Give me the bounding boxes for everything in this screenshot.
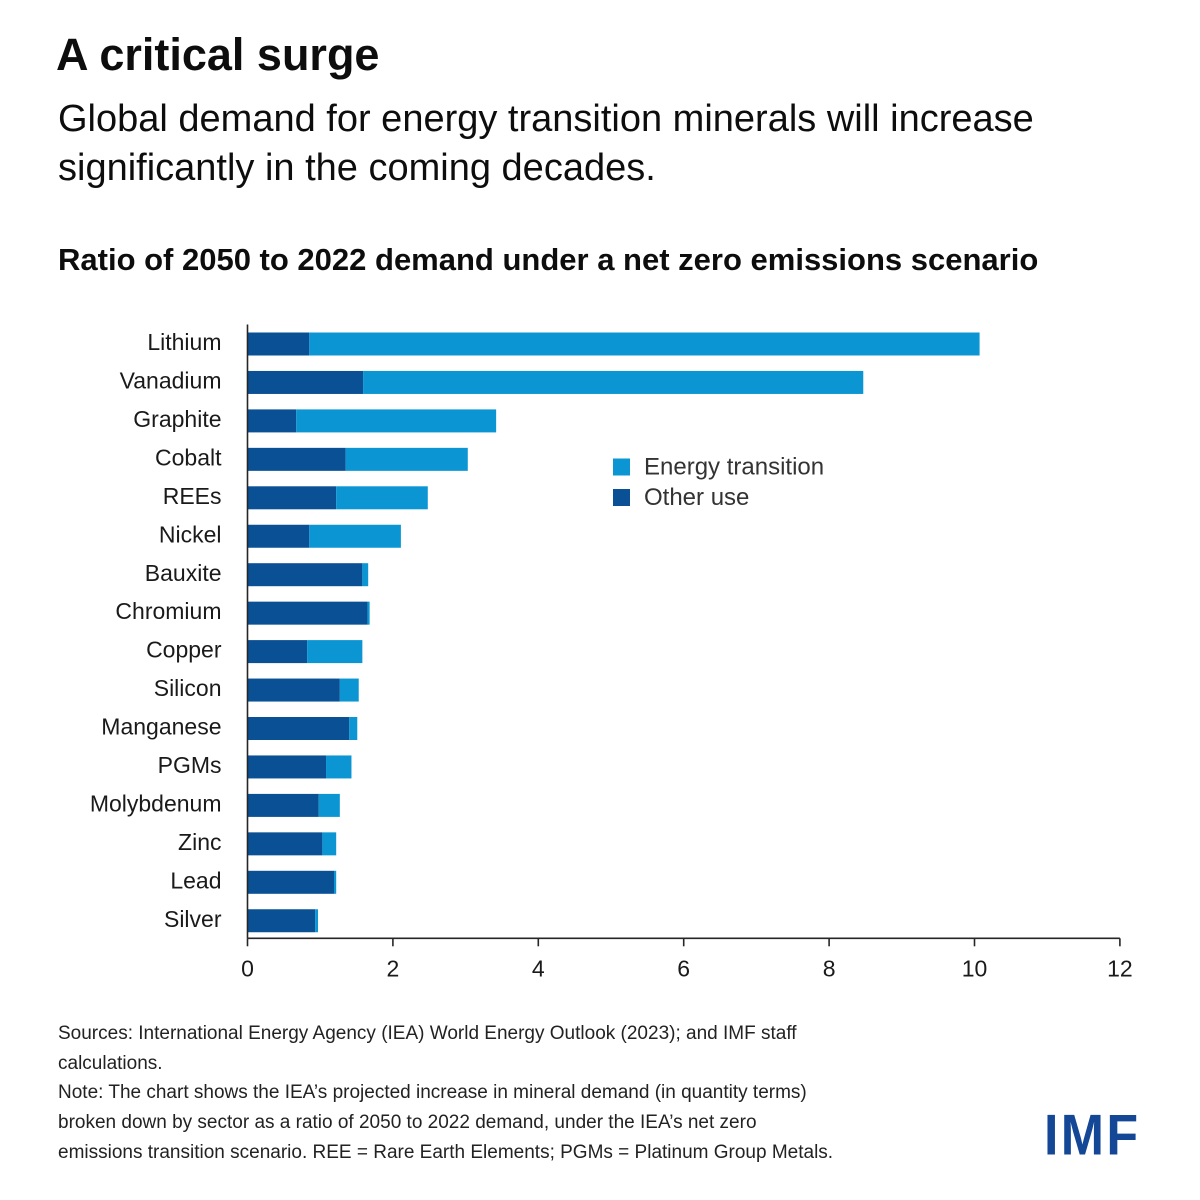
svg-text:Vanadium: Vanadium: [120, 368, 222, 394]
svg-text:6: 6: [677, 955, 690, 981]
svg-text:Silver: Silver: [164, 906, 222, 932]
svg-text:Lead: Lead: [170, 867, 221, 893]
svg-text:Cobalt: Cobalt: [155, 444, 222, 470]
svg-text:Molybdenum: Molybdenum: [90, 790, 222, 816]
svg-text:Silicon: Silicon: [154, 675, 222, 701]
svg-text:Graphite: Graphite: [133, 406, 221, 432]
svg-text:8: 8: [823, 955, 836, 981]
svg-text:REEs: REEs: [163, 483, 222, 509]
svg-text:Energy transition: Energy transition: [644, 453, 824, 480]
svg-text:PGMs: PGMs: [158, 752, 222, 778]
svg-text:4: 4: [532, 955, 545, 981]
svg-text:2: 2: [387, 955, 400, 981]
svg-text:Manganese: Manganese: [101, 714, 221, 740]
svg-text:Copper: Copper: [146, 637, 222, 663]
svg-text:Lithium: Lithium: [147, 329, 221, 355]
svg-text:12: 12: [1107, 955, 1133, 981]
svg-text:0: 0: [241, 955, 254, 981]
svg-text:Nickel: Nickel: [159, 521, 222, 547]
svg-text:Bauxite: Bauxite: [145, 560, 222, 586]
svg-text:10: 10: [962, 955, 988, 981]
svg-text:Zinc: Zinc: [178, 829, 221, 855]
svg-text:Chromium: Chromium: [115, 598, 221, 624]
svg-text:Other use: Other use: [644, 484, 749, 511]
